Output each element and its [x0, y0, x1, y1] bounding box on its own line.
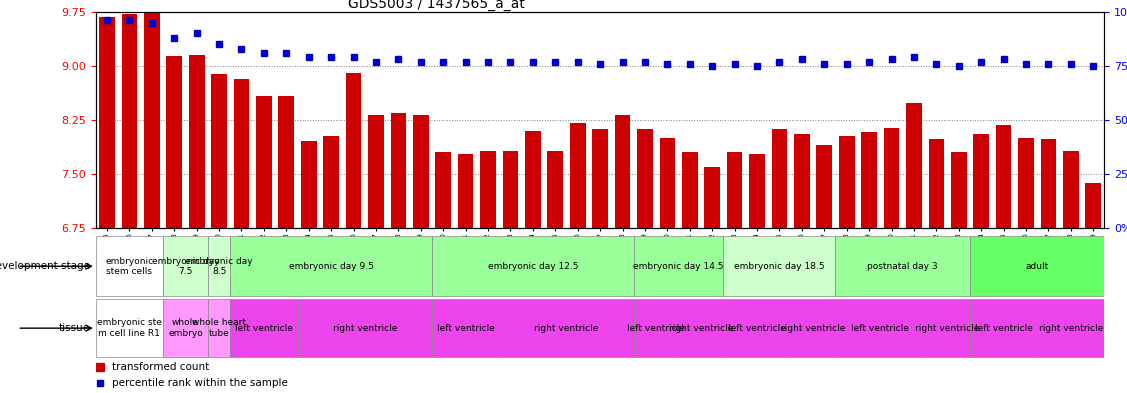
Bar [795, 134, 809, 228]
Bar [906, 103, 922, 228]
Bar [432, 299, 499, 357]
Bar [346, 73, 362, 228]
Bar [163, 299, 207, 357]
Bar [633, 237, 724, 296]
Bar [704, 167, 720, 228]
Text: right ventricle: right ventricle [668, 324, 734, 332]
Bar [727, 152, 743, 228]
Bar [1063, 151, 1079, 228]
Bar [996, 125, 1011, 228]
Bar [835, 299, 925, 357]
Text: left ventricle: left ventricle [436, 324, 495, 332]
Bar [412, 115, 428, 228]
Text: transformed count: transformed count [112, 362, 210, 372]
Bar [99, 17, 115, 228]
Bar [230, 299, 298, 357]
Text: percentile rank within the sample: percentile rank within the sample [112, 378, 287, 388]
Bar [189, 55, 204, 228]
Bar [637, 129, 653, 228]
Bar [122, 14, 137, 228]
Bar [323, 136, 339, 228]
Bar [633, 299, 678, 357]
Bar [593, 129, 607, 228]
Bar [525, 131, 541, 228]
Bar [614, 115, 630, 228]
Bar [167, 57, 183, 228]
Bar [1018, 138, 1033, 228]
Bar [929, 140, 944, 228]
Bar [682, 152, 698, 228]
Bar [233, 79, 249, 228]
Bar [435, 152, 451, 228]
Bar [1040, 140, 1056, 228]
Text: embryonic day 9.5: embryonic day 9.5 [289, 262, 373, 271]
Bar [391, 113, 406, 228]
Text: embryonic
stem cells: embryonic stem cells [105, 257, 153, 276]
Bar [458, 154, 473, 228]
Text: development stage: development stage [0, 261, 90, 271]
Text: right ventricle: right ventricle [1039, 324, 1103, 332]
Text: GDS5003 / 1437565_a_at: GDS5003 / 1437565_a_at [348, 0, 525, 11]
Text: embryonic day 12.5: embryonic day 12.5 [488, 262, 578, 271]
Bar [749, 154, 765, 228]
Bar [970, 237, 1104, 296]
Text: whole heart
tube: whole heart tube [192, 318, 246, 338]
Bar [659, 138, 675, 228]
Bar [96, 237, 163, 296]
Text: right ventricle: right ventricle [534, 324, 598, 332]
Bar [301, 141, 317, 228]
Text: whole
embryo: whole embryo [168, 318, 203, 338]
Bar [163, 237, 207, 296]
Bar [791, 299, 835, 357]
Bar [207, 237, 230, 296]
Bar [772, 129, 788, 228]
Bar [503, 151, 518, 228]
Bar [432, 237, 633, 296]
Bar [230, 237, 432, 296]
Bar [724, 299, 791, 357]
Bar [548, 151, 564, 228]
Text: right ventricle: right ventricle [781, 324, 845, 332]
Text: left ventricle: left ventricle [851, 324, 909, 332]
Bar [570, 123, 586, 228]
Bar [970, 299, 1037, 357]
Bar [144, 13, 160, 228]
Text: tissue: tissue [59, 323, 90, 333]
Bar [678, 299, 724, 357]
Text: left ventricle: left ventricle [234, 324, 293, 332]
Bar [1037, 299, 1104, 357]
Text: left ventricle: left ventricle [728, 324, 786, 332]
Bar [838, 136, 854, 228]
Bar [278, 96, 294, 228]
Bar [974, 134, 990, 228]
Bar [480, 151, 496, 228]
Text: left ventricle: left ventricle [975, 324, 1032, 332]
Bar [256, 96, 272, 228]
Bar [951, 152, 967, 228]
Bar [211, 75, 227, 228]
Text: adult: adult [1026, 262, 1049, 271]
Bar [925, 299, 970, 357]
Text: right ventricle: right ventricle [915, 324, 979, 332]
Text: embryonic day
8.5: embryonic day 8.5 [185, 257, 252, 276]
Bar [861, 132, 877, 228]
Bar [816, 145, 832, 228]
Bar [835, 237, 970, 296]
Bar [884, 128, 899, 228]
Bar [96, 299, 163, 357]
Bar [369, 115, 384, 228]
Bar [1085, 183, 1101, 228]
Bar [298, 299, 432, 357]
Bar [724, 237, 835, 296]
Text: left ventricle: left ventricle [628, 324, 685, 332]
Text: right ventricle: right ventricle [332, 324, 397, 332]
Text: postnatal day 3: postnatal day 3 [868, 262, 938, 271]
Text: embryonic day 18.5: embryonic day 18.5 [734, 262, 825, 271]
Bar [499, 299, 633, 357]
Text: embryonic day 14.5: embryonic day 14.5 [633, 262, 724, 271]
Text: embryonic day
7.5: embryonic day 7.5 [152, 257, 220, 276]
Bar [207, 299, 230, 357]
Text: embryonic ste
m cell line R1: embryonic ste m cell line R1 [97, 318, 162, 338]
